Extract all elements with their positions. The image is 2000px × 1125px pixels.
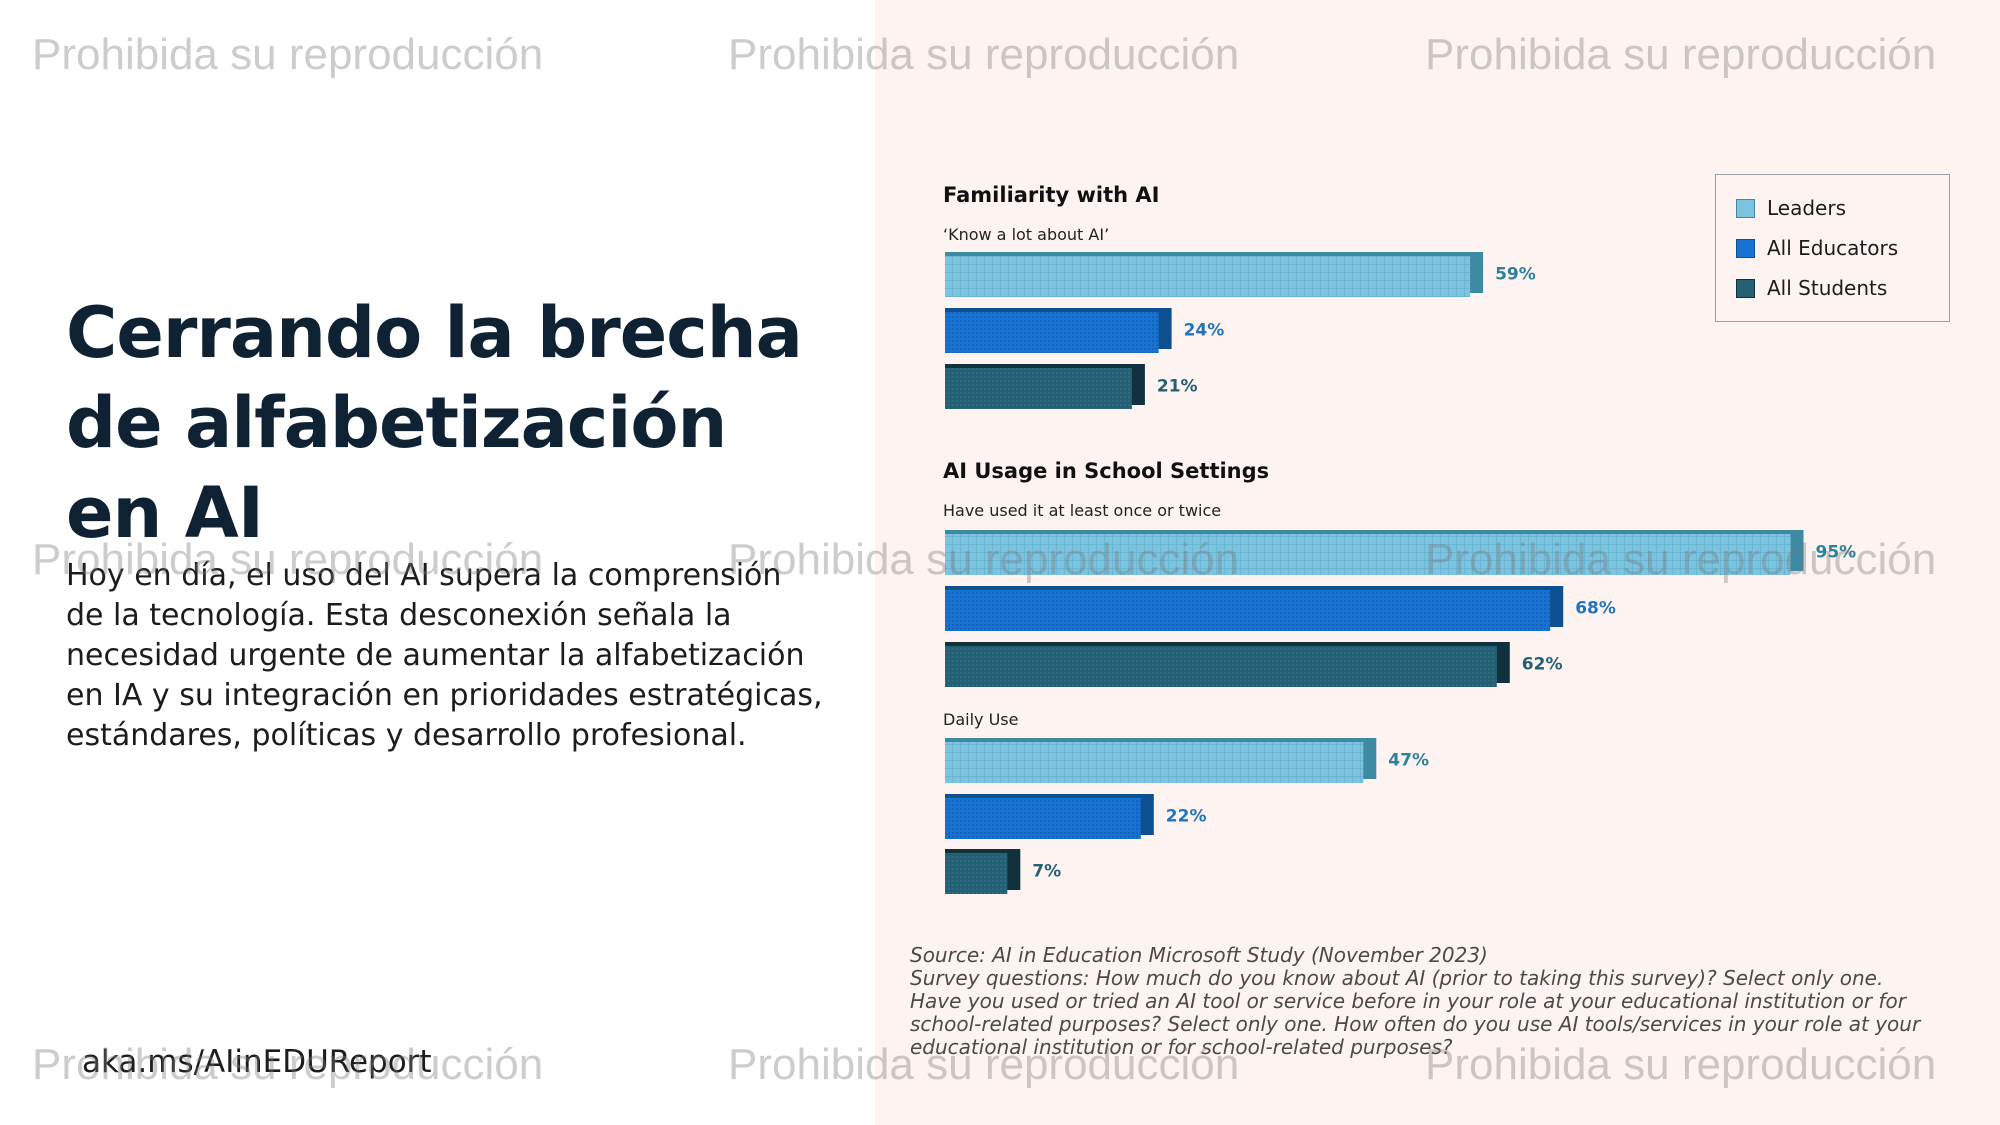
bar-students (945, 368, 1132, 409)
legend-swatch-students (1736, 278, 1755, 298)
section-title: AI Usage in School Settings (943, 459, 1269, 483)
report-link[interactable]: aka.ms/AIinEDUReport (82, 1044, 432, 1080)
bar-leaders (945, 742, 1364, 783)
legend-label-students: All Students (1767, 276, 1888, 300)
legend-item-students: All Students (1736, 273, 1887, 303)
source-line: Have you used or tried an AI tool or ser… (910, 989, 1906, 1013)
bar-leaders (945, 534, 1791, 575)
data-label-students: 62% (1522, 655, 1563, 675)
legend-swatch-educators (1736, 238, 1755, 258)
slide-title: Cerrando la brecha de alfabetización en … (66, 292, 803, 554)
source-line: educational institution or for school-re… (910, 1035, 1453, 1059)
section-title: Familiarity with AI (943, 183, 1160, 207)
legend-item-leaders: Leaders (1736, 193, 1846, 223)
data-label-leaders: 95% (1816, 543, 1857, 563)
legend-label-educators: All Educators (1767, 236, 1899, 260)
group-label: Have used it at least once or twice (943, 501, 1221, 520)
bar-educators (945, 590, 1551, 631)
bar-educators (945, 312, 1159, 353)
data-label-educators: 24% (1184, 321, 1225, 341)
group-label: ‘Know a lot about AI’ (943, 225, 1109, 244)
bar-students (945, 646, 1497, 687)
legend-label-leaders: Leaders (1767, 196, 1846, 220)
data-label-leaders: 47% (1388, 751, 1429, 771)
source-line: Source: AI in Education Microsoft Study … (910, 943, 1488, 967)
group-label: Daily Use (943, 710, 1018, 729)
legend-item-educators: All Educators (1736, 233, 1898, 263)
data-label-educators: 68% (1575, 599, 1616, 619)
data-label-students: 21% (1157, 377, 1198, 397)
slide-body-text: Hoy en día, el uso del AI supera la comp… (66, 558, 823, 753)
source-note: Source: AI in Education Microsoft Study … (910, 944, 1940, 1059)
bar-educators (945, 798, 1141, 839)
chart-legend: Leaders All Educators All Students (1715, 174, 1950, 322)
bar-leaders (945, 256, 1471, 297)
bar-students (945, 853, 1008, 894)
data-label-educators: 22% (1166, 807, 1207, 827)
source-line: Survey questions: How much do you know a… (910, 966, 1884, 990)
data-label-leaders: 59% (1495, 265, 1536, 285)
legend-swatch-leaders (1736, 198, 1755, 218)
data-label-students: 7% (1032, 862, 1061, 882)
source-line: school-related purposes? Select only one… (910, 1012, 1921, 1036)
